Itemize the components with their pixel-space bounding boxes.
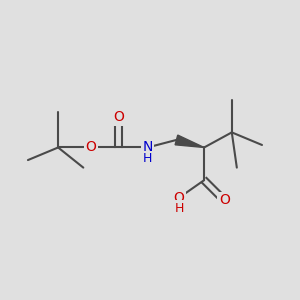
Text: N: N: [142, 140, 153, 154]
Polygon shape: [175, 135, 204, 148]
Text: O: O: [113, 110, 124, 124]
Text: H: H: [174, 202, 184, 215]
Text: H: H: [143, 152, 152, 165]
Text: O: O: [219, 193, 230, 207]
Text: O: O: [85, 140, 96, 154]
Text: O: O: [173, 191, 184, 205]
